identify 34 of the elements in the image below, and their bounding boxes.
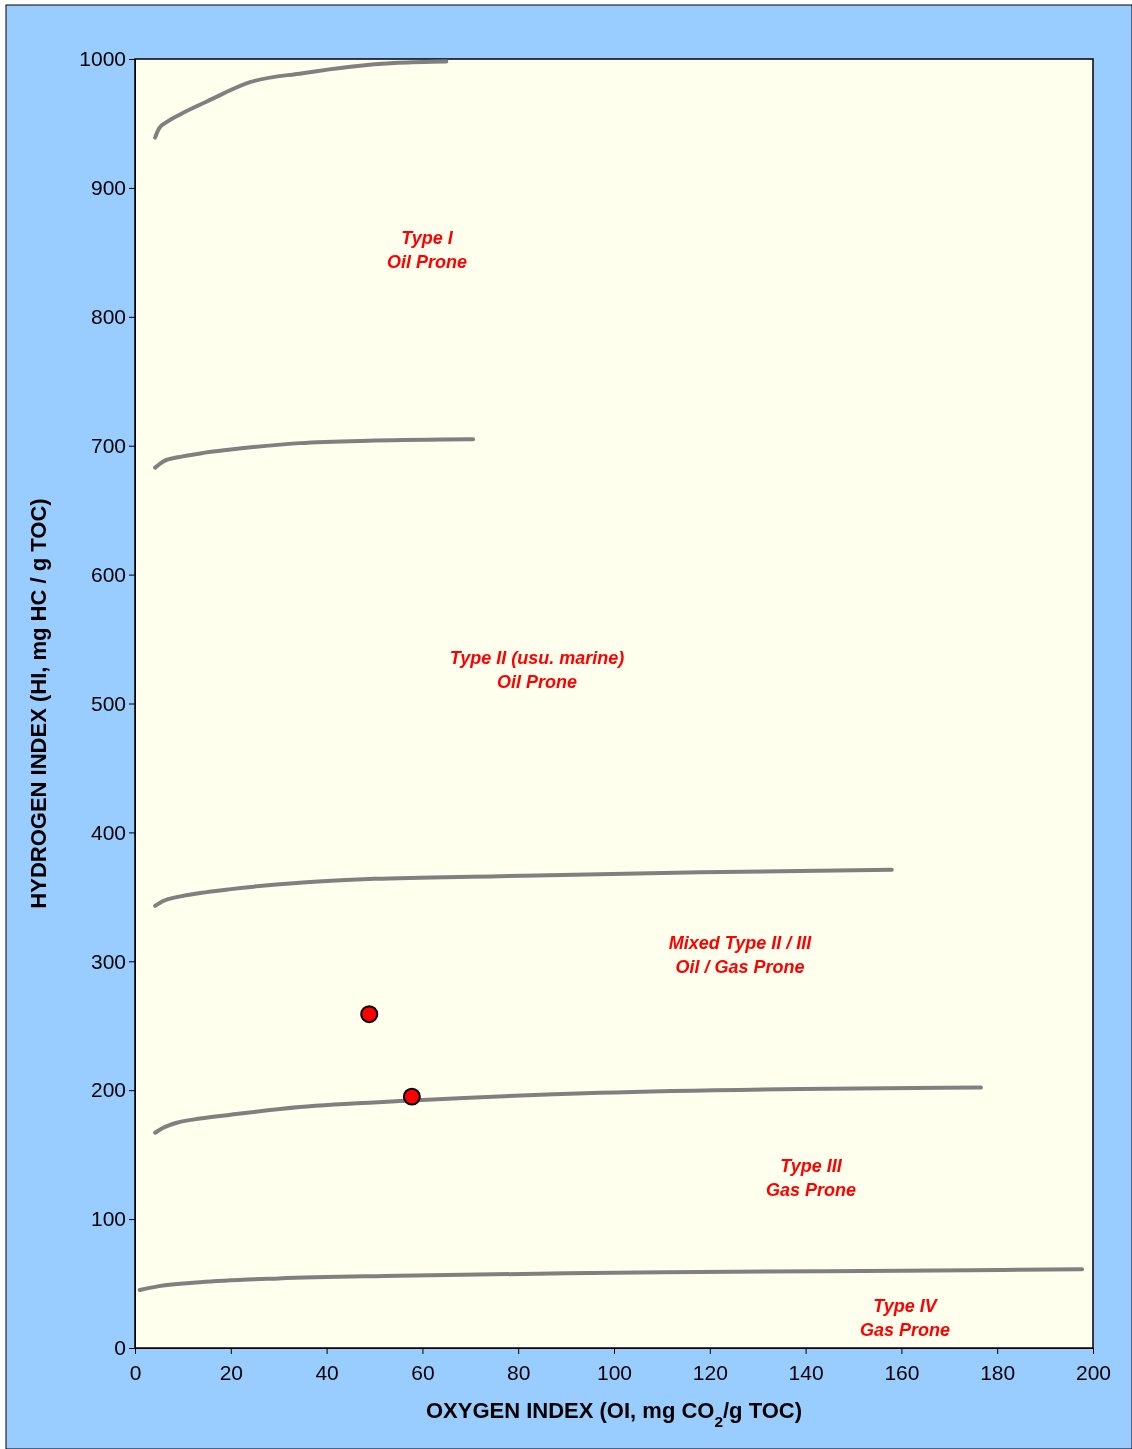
y-tick-label: 300 [90,949,126,973]
y-tick-label: 0 [114,1336,126,1360]
y-tick-label: 600 [90,562,126,586]
x-tick-label: 80 [507,1361,531,1385]
y-tick-label: 1000 [79,47,126,71]
x-tick-label: 160 [884,1361,920,1385]
y-tick-label: 700 [90,433,126,457]
line-series [153,867,894,908]
annotation: Type IV Gas Prone [859,1296,951,1340]
x-tick-label: 20 [219,1361,243,1385]
y-tick-label: 200 [90,1078,126,1102]
line-series [137,1267,1084,1292]
annotation: Type III Gas Prone [765,1156,857,1200]
y-tick-label: 400 [90,820,126,844]
x-tick-label: 120 [692,1361,728,1385]
x-tick-label: 0 [129,1361,142,1385]
y-tick-label: 900 [90,176,126,200]
x-tick-label: 140 [788,1361,824,1385]
y-tick-label: 800 [90,305,126,329]
x-axis-title: OXYGEN INDEX (OI, mg CO$_{2}$/g TOC) [425,1398,803,1430]
y-axis-title: HYDROGEN INDEX (HI, mg HC / g TOC) [26,498,51,909]
annotation: Type I Oil Prone [386,228,468,272]
line-series [153,59,449,140]
x-tick-label: 200 [1075,1361,1112,1385]
y-tick-label: 500 [90,691,126,715]
line-series [153,1085,983,1135]
x-tick-label: 180 [980,1361,1016,1385]
x-tick-label: 60 [411,1361,435,1385]
x-tick-label: 40 [315,1361,339,1385]
annotation: Type II (usu. marine) Oil Prone [449,648,625,692]
annotation: Mixed Type II / III Oil / Gas Prone [668,933,813,977]
y-tick-label: 100 [90,1207,126,1231]
x-tick-label: 100 [596,1361,633,1385]
line-series [153,437,476,470]
